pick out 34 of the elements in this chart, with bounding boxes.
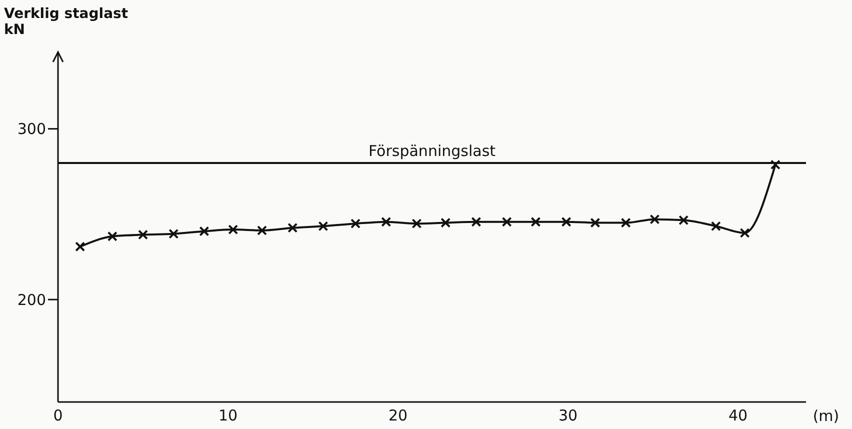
point (530, 216, 541, 227)
point (107, 231, 118, 242)
point (412, 218, 422, 229)
ref-line-label: Förspänningslast (368, 142, 496, 160)
point (257, 225, 267, 236)
point (440, 218, 451, 228)
point (620, 218, 631, 228)
point (288, 222, 298, 233)
point (590, 218, 600, 228)
y-tick-label: 300 (17, 120, 46, 138)
x-tick-label: 30 (558, 406, 578, 425)
point (228, 224, 238, 235)
y-axis-title: Verklig staglast kN (4, 6, 128, 38)
y-tick-label: 200 (17, 290, 46, 309)
point (502, 216, 512, 227)
point (138, 230, 148, 240)
point (199, 226, 210, 236)
point (678, 215, 689, 226)
point (350, 218, 360, 229)
point (740, 228, 750, 238)
point (471, 216, 482, 227)
point (650, 214, 660, 224)
x-tick-label: 0 (53, 406, 63, 425)
x-axis-title: (m) (812, 407, 840, 425)
point (561, 216, 572, 227)
point (318, 221, 328, 232)
point (710, 221, 721, 232)
point (168, 228, 179, 239)
x-tick-label: 20 (388, 406, 408, 425)
x-tick-label: 10 (218, 406, 238, 425)
point (381, 216, 392, 227)
x-tick-label: 40 (728, 406, 748, 425)
point (770, 160, 780, 170)
point (75, 242, 86, 252)
